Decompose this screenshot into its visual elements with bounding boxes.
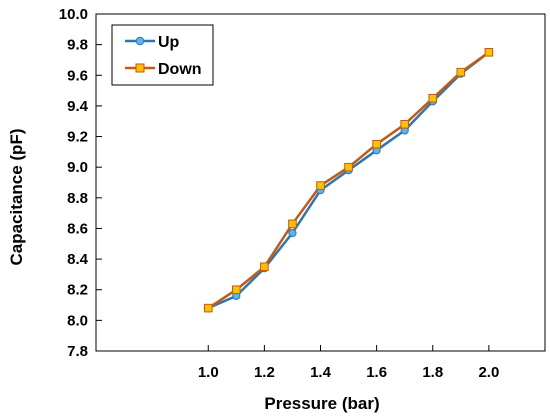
data-point-down [372,139,381,149]
data-point-down [288,219,297,229]
y-tick-label: 9.2 [67,129,88,146]
y-tick-label: 8.8 [67,190,88,207]
y-axis-title: Capacitance (pF) [7,129,26,266]
y-tick-label: 8.4 [67,251,89,268]
y-tick-label: 9.4 [67,98,89,115]
legend-marker-down [135,63,145,73]
y-tick-label: 9.8 [67,37,88,54]
series-line-down [207,51,490,310]
data-point-down [344,162,353,172]
x-tick-label: 2.0 [478,364,499,381]
data-point-down [260,262,269,272]
data-point-down [400,119,409,129]
x-tick-label: 1.4 [310,364,332,381]
data-point-down [203,303,213,313]
y-tick-label: 8.0 [67,312,88,329]
y-tick-label: 8.2 [67,282,88,299]
x-tick-label: 1.8 [422,364,443,381]
x-axis-title: Pressure (bar) [264,394,379,413]
plot-area: 7.8 8.0 8.2 8.4 8.6 8.8 9.0 9.2 9.4 9.6 9.8 10.0 1.0… [59,6,546,381]
series-line-up [207,51,490,310]
legend-marker-up [135,36,145,46]
legend-box [111,24,214,86]
y-tick-label: 7.8 [67,343,88,360]
x-tick-label: 1.6 [366,364,387,381]
x-tick-label: 1.0 [198,364,219,381]
x-tick-label: 1.2 [254,364,275,381]
data-point-down [484,47,494,57]
y-tick-label: 10.0 [59,6,88,23]
data-point-down [316,181,325,190]
y-tick-label: 9.6 [67,67,88,84]
legend-label-up: Up [158,34,180,51]
legend-label-down: Down [158,61,202,78]
y-tick-label: 8.6 [67,220,88,237]
data-point-up [288,228,297,238]
data-point-down [428,93,438,103]
data-point-down [456,67,466,77]
data-point-down [232,285,241,295]
y-tick-label: 9.0 [67,159,88,176]
legend: Up Down [111,24,214,86]
